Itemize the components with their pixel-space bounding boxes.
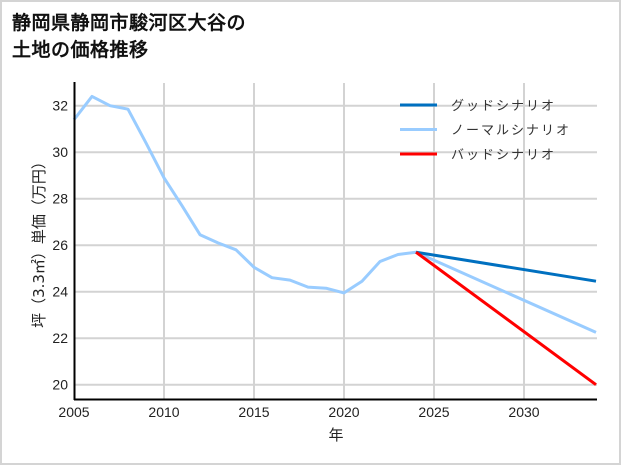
y-tick-labels: 20 22 24 26 28 30 32 <box>52 98 68 393</box>
gridlines <box>75 83 597 399</box>
y-tick-label: 20 <box>52 377 68 393</box>
x-tick-label: 2005 <box>58 404 89 420</box>
series-line <box>415 250 597 386</box>
legend-label: グッドシナリオ <box>451 99 556 114</box>
y-tick-label: 28 <box>52 191 68 207</box>
x-tick-label: 2030 <box>508 404 539 420</box>
y-axis-label: 坪（3.3㎡）単価（万円） <box>30 154 48 328</box>
chart-title: 静岡県静岡市駿河区大谷の 土地の価格推移 <box>12 12 247 61</box>
series-line <box>72 94 597 334</box>
legend-label: バッドシナリオ <box>451 148 556 163</box>
x-axis-label: 年 <box>328 426 343 444</box>
legend-label: ノーマルシナリオ <box>451 124 571 139</box>
x-tick-label: 2020 <box>328 404 359 420</box>
y-tick-label: 24 <box>52 284 68 300</box>
x-tick-label: 2015 <box>238 404 269 420</box>
y-tick-label: 32 <box>52 98 68 114</box>
x-tick-label: 2025 <box>418 404 449 420</box>
series-line <box>415 250 597 283</box>
axes <box>73 82 597 401</box>
x-tick-labels: 2005 2010 2015 2020 2025 2030 <box>58 404 539 420</box>
x-tick-label: 2010 <box>148 404 179 420</box>
y-tick-label: 22 <box>52 330 68 346</box>
y-tick-label: 30 <box>52 144 68 160</box>
y-tick-label: 26 <box>52 237 68 253</box>
data-series <box>72 94 597 386</box>
